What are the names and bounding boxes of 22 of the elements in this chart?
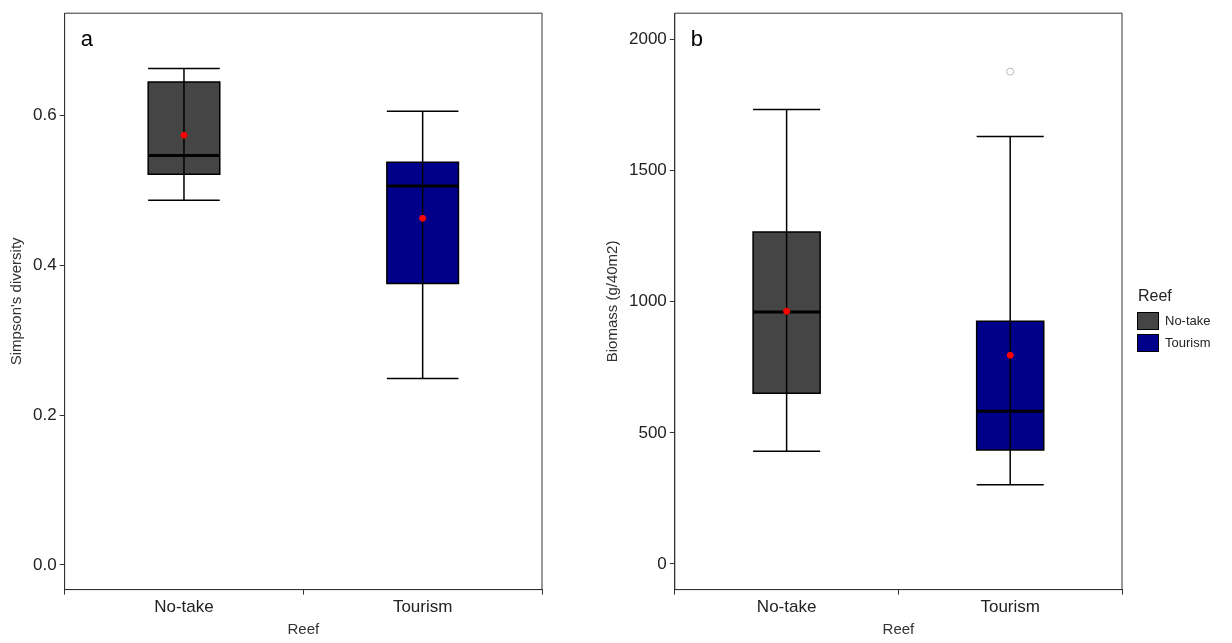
x-tick-label: No-take xyxy=(756,597,817,617)
y-axis-title: Biomass (g/40m2) xyxy=(603,240,621,363)
x-axis-title: Reef xyxy=(287,620,320,638)
x-tick-label: Tourism xyxy=(392,597,453,617)
y-tick-label: 1000 xyxy=(628,291,667,311)
y-tick-label: 0.2 xyxy=(32,404,57,424)
x-tick-label: Tourism xyxy=(980,597,1040,617)
y-tick-label: 0.4 xyxy=(32,255,57,275)
annotation: a xyxy=(80,26,94,52)
legend-title: Reef xyxy=(1138,286,1173,305)
annotation: b xyxy=(690,26,704,52)
y-tick-label: 0 xyxy=(657,553,667,573)
x-tick-label: No-take xyxy=(154,597,214,617)
y-tick-label: 2000 xyxy=(628,29,667,49)
y-tick-label: 1500 xyxy=(628,160,667,180)
y-tick-label: 0.6 xyxy=(32,105,57,125)
x-axis-title: Reef xyxy=(882,620,916,638)
legend-label: Tourism xyxy=(1165,335,1211,350)
y-tick-label: 500 xyxy=(638,422,667,442)
legend-label: No-take xyxy=(1165,313,1211,328)
y-tick-label: 0.0 xyxy=(32,554,57,574)
y-axis-title: Simpson's diversity xyxy=(7,236,25,366)
